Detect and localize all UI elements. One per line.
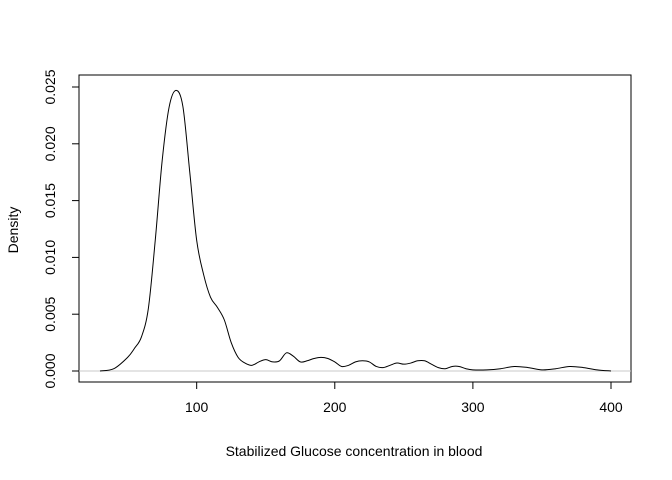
- plot-frame: [78, 74, 632, 383]
- x-axis: 100 200 300 400: [185, 382, 623, 415]
- x-tick-label: 300: [461, 399, 485, 415]
- y-tick-label: 0.015: [42, 183, 58, 218]
- x-tick-label: 200: [323, 399, 347, 415]
- y-axis-label: Density: [5, 207, 21, 254]
- y-tick-label: 0.000: [42, 353, 58, 388]
- x-tick-label: 400: [599, 399, 623, 415]
- x-axis-label: Stabilized Glucose concentration in bloo…: [226, 443, 483, 459]
- y-tick-label: 0.025: [42, 69, 58, 104]
- density-curve: [99, 89, 612, 372]
- y-tick-label: 0.010: [42, 240, 58, 275]
- y-axis: 0.000 0.005 0.010 0.015 0.020 0.025: [42, 69, 79, 389]
- y-tick-label: 0.020: [42, 126, 58, 161]
- y-tick-label: 0.005: [42, 296, 58, 331]
- x-tick-label: 100: [185, 399, 209, 415]
